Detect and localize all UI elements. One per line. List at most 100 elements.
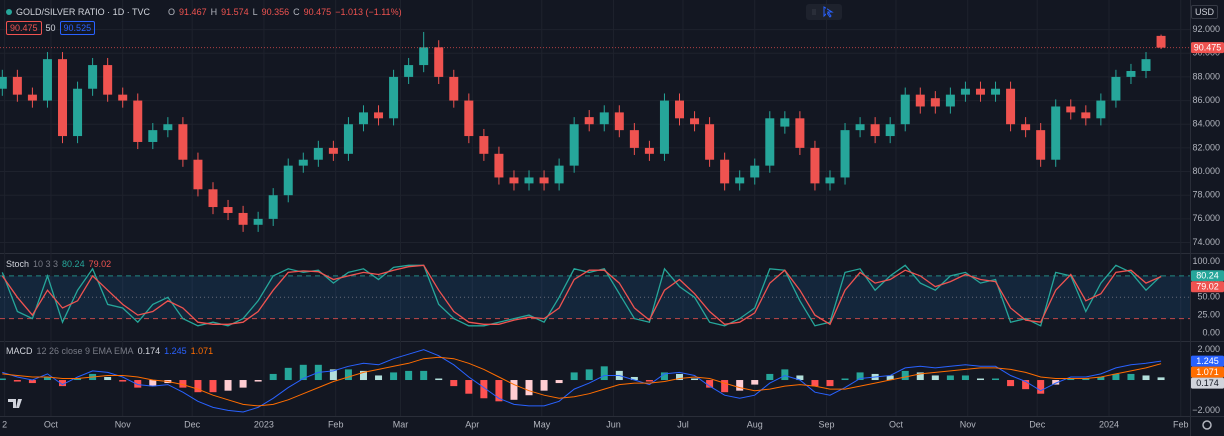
stoch-legend: Stoch 10 3 3 80.24 79.02 <box>6 259 111 269</box>
histogram-bar <box>0 378 6 381</box>
histogram-bar <box>104 376 112 381</box>
candle-body <box>389 76 399 119</box>
candle-body <box>133 100 143 142</box>
histogram-bar <box>1007 380 1015 387</box>
histogram-bar <box>43 376 51 381</box>
price-tag-label: 1.071 <box>1196 367 1219 377</box>
x-tick-label: Nov <box>960 419 977 429</box>
histogram-bar <box>375 375 383 381</box>
price-tag <box>1191 270 1224 282</box>
histogram-bar <box>390 372 398 381</box>
candle-body <box>1036 130 1046 160</box>
candle-body <box>614 112 624 131</box>
histogram-bar <box>931 375 939 381</box>
histogram-bar <box>59 380 67 387</box>
candle-body <box>915 94 925 107</box>
x-tick-label: Dec <box>1029 419 1046 429</box>
candle-body <box>629 130 639 148</box>
price-tag-label: 1.245 <box>1196 356 1219 366</box>
indicator-value: 1.071 <box>190 346 214 356</box>
candle-body <box>12 76 22 95</box>
candle-body <box>644 147 654 154</box>
histogram-bar <box>149 380 157 387</box>
settings[interactable] <box>1202 420 1212 430</box>
x-tick-label: Aug <box>747 419 763 429</box>
histogram-bar <box>269 373 277 381</box>
x-tick-label: Feb <box>1173 419 1189 429</box>
candle-body <box>554 165 564 184</box>
candle-body <box>223 207 233 213</box>
x-tick-label: 2023 <box>254 419 274 429</box>
x-tick-label: Dec <box>184 419 201 429</box>
indicator-title: Stoch <box>6 259 30 269</box>
candle-body <box>1126 70 1136 77</box>
histogram-bar <box>961 375 969 381</box>
histogram-bar <box>946 375 954 381</box>
indicator-value: 0.174 <box>137 346 161 356</box>
candle-body <box>208 189 218 208</box>
price-tag <box>1191 355 1224 367</box>
histogram-bar <box>916 372 924 381</box>
logo <box>8 399 22 408</box>
candle-body <box>358 112 368 125</box>
candle-body <box>374 112 384 119</box>
x-tick-label: Mar <box>393 419 409 429</box>
cursor-tool[interactable] <box>823 6 834 18</box>
histogram-bar <box>239 380 247 388</box>
x-tick-label: Sep <box>819 419 835 429</box>
y-tick-label: 86.000 <box>1192 95 1220 105</box>
histogram-bar <box>119 380 127 382</box>
toolbar-grip <box>812 9 816 15</box>
histogram-bar <box>691 378 699 381</box>
candle-body <box>539 177 549 184</box>
histogram-bar <box>525 380 533 396</box>
candle-body <box>960 88 970 95</box>
candle-body <box>163 124 173 131</box>
candle-body <box>780 118 790 127</box>
x-tick-label: Nov <box>115 419 132 429</box>
histogram-bar <box>1082 378 1090 381</box>
histogram-bar <box>74 378 82 381</box>
histogram-bar <box>465 380 473 394</box>
x-tick-label: Jun <box>606 419 621 429</box>
price-tag <box>1191 377 1224 389</box>
candle-body <box>73 88 83 137</box>
candle-body <box>599 112 609 125</box>
histogram-bar <box>600 366 608 381</box>
candle-body <box>494 153 504 178</box>
x-tick-label: Apr <box>465 419 479 429</box>
histogram-bar <box>420 370 428 381</box>
currency-button[interactable]: USD <box>1190 5 1218 19</box>
bid-box[interactable]: 90.475 <box>6 21 42 35</box>
ohlc-label: L <box>252 7 258 17</box>
quote-boxes: 90.475 50 90.525 <box>6 21 96 35</box>
candle-body <box>103 65 113 95</box>
histogram-bar <box>1067 378 1075 381</box>
ohlc-label: C <box>293 7 300 17</box>
settings-icon[interactable] <box>1202 420 1212 430</box>
candle-body <box>1006 88 1016 125</box>
candle-body <box>464 100 474 137</box>
candle-body <box>870 124 880 137</box>
ohlc-value: 90.475 <box>303 7 332 17</box>
indicator-line <box>1 264 1162 326</box>
candle-body <box>825 177 835 184</box>
indicator-value: 79.02 <box>88 259 112 269</box>
y-tick-label: 74.000 <box>1192 237 1220 247</box>
candle-body <box>675 100 685 119</box>
x-tick-label: Oct <box>44 419 59 429</box>
histogram-bar <box>1157 377 1165 381</box>
histogram-bar <box>585 369 593 381</box>
histogram-bar <box>329 369 337 381</box>
histogram-bar <box>254 380 262 382</box>
ask-box[interactable]: 90.525 <box>59 21 96 35</box>
symbol-title[interactable]: GOLD/SILVER RATIO · 1D · TVC <box>16 7 151 17</box>
macd-legend: MACD 12 26 close 9 EMA EMA 0.174 1.245 1… <box>6 346 213 356</box>
logo-mark <box>8 399 22 408</box>
candle-body <box>404 65 414 77</box>
histogram-bar <box>284 367 292 381</box>
indicator-line <box>1 264 1162 327</box>
band <box>0 275 1190 319</box>
